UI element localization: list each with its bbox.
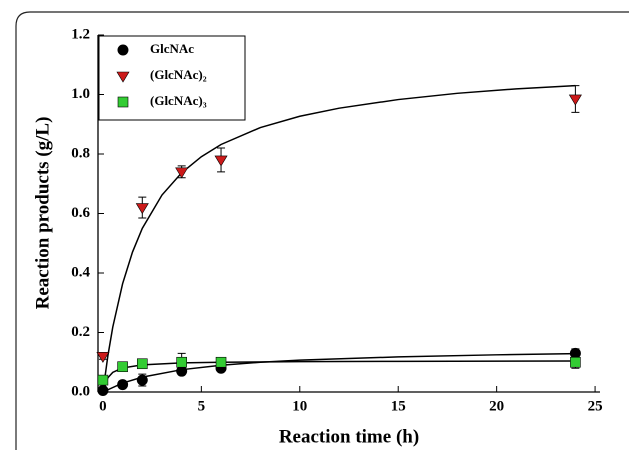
marker [136, 374, 148, 386]
marker [135, 203, 149, 215]
marker [568, 94, 582, 106]
marker [97, 385, 109, 397]
marker [176, 356, 187, 368]
marker [117, 379, 129, 391]
fit-curve [102, 360, 576, 393]
x-tick-label: 10 [292, 398, 307, 414]
y-tick-label: 0.4 [71, 264, 90, 280]
x-tick-label: 15 [391, 398, 406, 414]
fit-curve [102, 352, 576, 393]
frame [15, 11, 629, 450]
marker [96, 352, 110, 363]
marker [215, 356, 227, 368]
marker [136, 358, 148, 370]
marker [570, 356, 581, 368]
y-tick-label: 0.8 [71, 145, 90, 161]
fit-curve [102, 84, 576, 393]
legend-label: (GlcNAc)₂ [150, 67, 207, 82]
y-tick-label: 0.2 [71, 324, 90, 340]
marker [117, 361, 128, 373]
y-axis-title: Reaction products (g/L) [32, 117, 53, 310]
y-tick-label: 0.6 [71, 205, 90, 221]
x-tick-label: 5 [198, 398, 206, 414]
y-tick-label: 1.2 [71, 26, 90, 42]
y-tick-label: 0.0 [71, 383, 90, 399]
legend-marker [116, 71, 130, 83]
marker [175, 167, 189, 179]
x-axis-title: Reaction time (h) [279, 426, 419, 447]
x-tick-label: 0 [99, 398, 107, 414]
legend-marker [117, 44, 129, 56]
legend-marker [117, 96, 129, 108]
x-tick-label: 20 [489, 398, 504, 414]
x-tick-label: 25 [588, 398, 603, 414]
legend-label: GlcNAc [150, 41, 194, 56]
y-tick-label: 1.0 [71, 86, 90, 102]
legend-label: (GlcNAc)₃ [150, 93, 207, 108]
marker [97, 374, 109, 386]
marker [214, 155, 228, 167]
